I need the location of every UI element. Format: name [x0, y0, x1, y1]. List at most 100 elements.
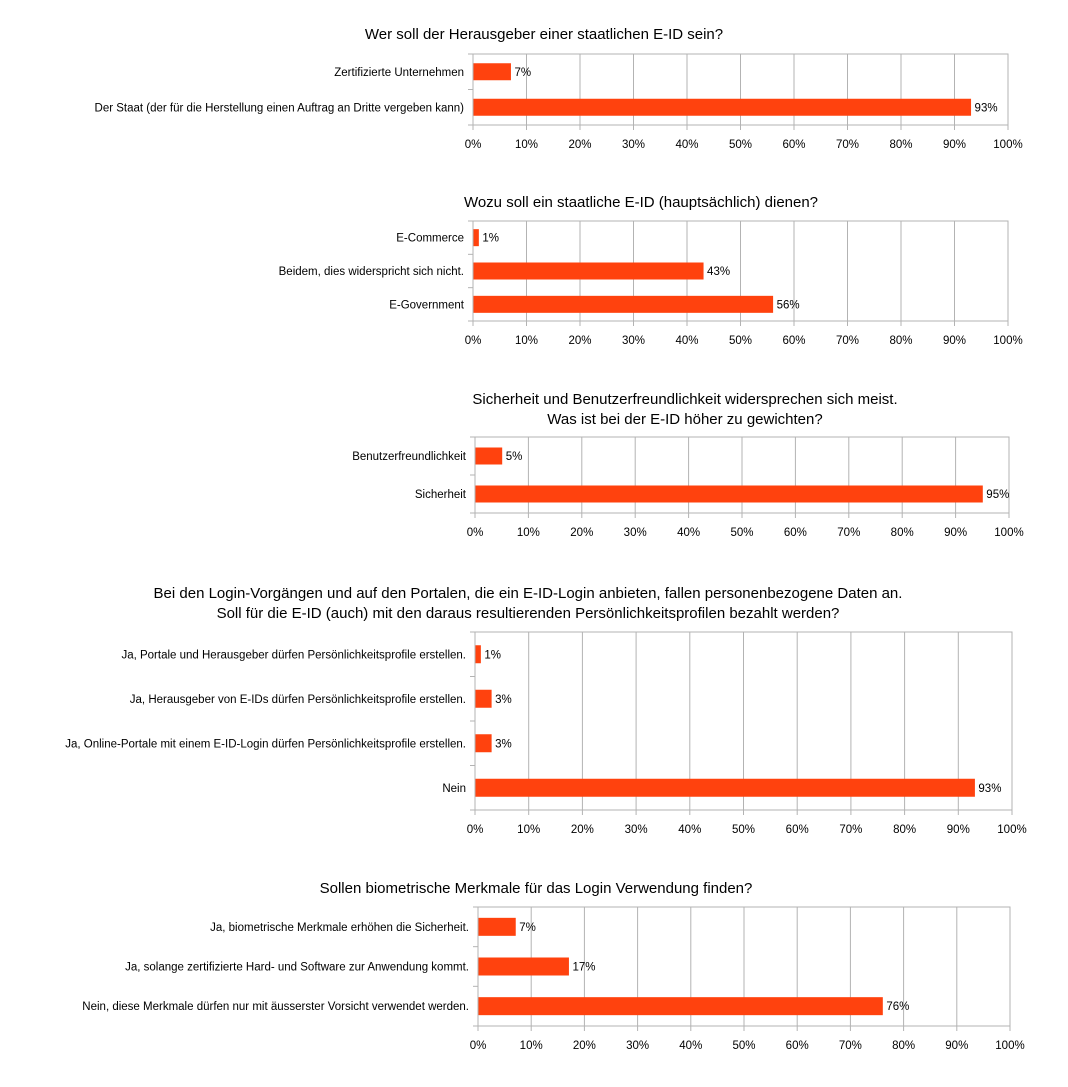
tick-label: 70%	[839, 824, 862, 836]
value-label: 17%	[572, 962, 595, 974]
tick-label: 30%	[622, 335, 645, 347]
tick-label: 80%	[889, 139, 912, 151]
category-label: E-Commerce	[396, 233, 464, 245]
chart-3: Sicherheit und Benutzerfreundlichkeit wi…	[352, 391, 1024, 539]
tick-label: 10%	[520, 1040, 543, 1052]
tick-label: 50%	[732, 824, 755, 836]
category-label: E-Government	[389, 299, 465, 311]
bar	[473, 63, 511, 81]
tick-label: 20%	[573, 1040, 596, 1052]
tick-label: 100%	[993, 335, 1022, 347]
category-label: Ja, solange zertifizierte Hard- und Soft…	[125, 962, 469, 974]
tick-label: 0%	[470, 1040, 487, 1052]
tick-label: 50%	[729, 139, 752, 151]
category-label: Zertifizierte Unternehmen	[334, 67, 464, 79]
tick-label: 90%	[943, 139, 966, 151]
value-label: 43%	[707, 266, 730, 278]
bar	[478, 957, 569, 976]
tick-label: 30%	[622, 139, 645, 151]
bar	[473, 295, 774, 313]
value-label: 93%	[975, 102, 998, 114]
bar	[473, 98, 972, 116]
value-label: 76%	[886, 1001, 909, 1013]
chart-title: Sollen biometrische Merkmale für das Log…	[320, 880, 753, 897]
tick-label: 20%	[568, 335, 591, 347]
chart-1: Wer soll der Herausgeber einer staatlich…	[95, 26, 1023, 151]
value-label: 3%	[495, 738, 512, 750]
bar	[475, 447, 503, 465]
chart-2: Wozu soll ein staatliche E-ID (hauptsäch…	[279, 194, 1023, 347]
chart-5: Sollen biometrische Merkmale für das Log…	[82, 880, 1024, 1052]
tick-label: 50%	[729, 335, 752, 347]
tick-label: 60%	[784, 527, 807, 539]
category-label: Der Staat (der für die Herstellung einen…	[95, 102, 465, 114]
bar	[475, 645, 481, 664]
tick-label: 70%	[836, 139, 859, 151]
tick-label: 30%	[626, 1040, 649, 1052]
chart-title: Sicherheit und Benutzerfreundlichkeit wi…	[472, 391, 897, 408]
tick-label: 40%	[679, 1040, 702, 1052]
tick-label: 20%	[570, 527, 593, 539]
tick-label: 100%	[993, 139, 1022, 151]
tick-label: 20%	[568, 139, 591, 151]
tick-label: 80%	[892, 1040, 915, 1052]
chart-title: Wer soll der Herausgeber einer staatlich…	[365, 26, 723, 43]
tick-label: 50%	[730, 527, 753, 539]
tick-label: 0%	[467, 527, 484, 539]
category-label: Ja, biometrische Merkmale erhöhen die Si…	[210, 922, 469, 934]
chart-title: Soll für die E-ID (auch) mit den daraus …	[217, 605, 840, 622]
value-label: 93%	[978, 783, 1001, 795]
bar	[478, 997, 883, 1016]
tick-label: 60%	[782, 335, 805, 347]
tick-label: 90%	[947, 824, 970, 836]
chart-title: Wozu soll ein staatliche E-ID (hauptsäch…	[464, 194, 818, 211]
tick-label: 60%	[786, 824, 809, 836]
chart-title: Was ist bei der E-ID höher zu gewichten?	[547, 411, 822, 428]
bar	[475, 778, 975, 797]
chart-title: Bei den Login-Vorgängen und auf den Port…	[154, 585, 903, 602]
value-label: 95%	[986, 489, 1009, 501]
category-label: Nein, diese Merkmale dürfen nur mit äuss…	[82, 1001, 469, 1013]
value-label: 3%	[495, 694, 512, 706]
value-label: 7%	[514, 67, 531, 79]
tick-label: 40%	[677, 527, 700, 539]
tick-label: 90%	[945, 1040, 968, 1052]
plot-frame	[477, 906, 1011, 1027]
tick-label: 10%	[515, 335, 538, 347]
category-label: Ja, Herausgeber von E-IDs dürfen Persönl…	[130, 694, 466, 706]
category-label: Sicherheit	[415, 489, 467, 501]
category-label: Beidem, dies widerspricht sich nicht.	[279, 266, 464, 278]
tick-label: 70%	[836, 335, 859, 347]
tick-label: 0%	[465, 139, 482, 151]
category-label: Nein	[442, 783, 466, 795]
tick-label: 100%	[994, 527, 1023, 539]
tick-label: 0%	[465, 335, 482, 347]
value-label: 1%	[482, 233, 499, 245]
tick-label: 100%	[995, 1040, 1024, 1052]
tick-label: 30%	[625, 824, 648, 836]
tick-label: 90%	[944, 527, 967, 539]
value-label: 56%	[777, 299, 800, 311]
tick-label: 80%	[893, 824, 916, 836]
tick-label: 90%	[943, 335, 966, 347]
value-label: 7%	[519, 922, 536, 934]
plot-frame	[472, 220, 1009, 322]
tick-label: 80%	[889, 335, 912, 347]
bar	[473, 262, 704, 280]
chart-4: Bei den Login-Vorgängen und auf den Port…	[65, 585, 1026, 836]
tick-label: 70%	[839, 1040, 862, 1052]
tick-label: 60%	[786, 1040, 809, 1052]
tick-label: 40%	[678, 824, 701, 836]
tick-label: 0%	[467, 824, 484, 836]
category-label: Ja, Portale und Herausgeber dürfen Persö…	[121, 649, 466, 661]
bar	[473, 229, 479, 247]
tick-label: 80%	[891, 527, 914, 539]
value-label: 1%	[484, 649, 501, 661]
value-label: 5%	[506, 451, 523, 463]
tick-label: 10%	[517, 527, 540, 539]
tick-label: 40%	[675, 139, 698, 151]
tick-label: 20%	[571, 824, 594, 836]
bar	[475, 689, 492, 708]
tick-label: 60%	[782, 139, 805, 151]
